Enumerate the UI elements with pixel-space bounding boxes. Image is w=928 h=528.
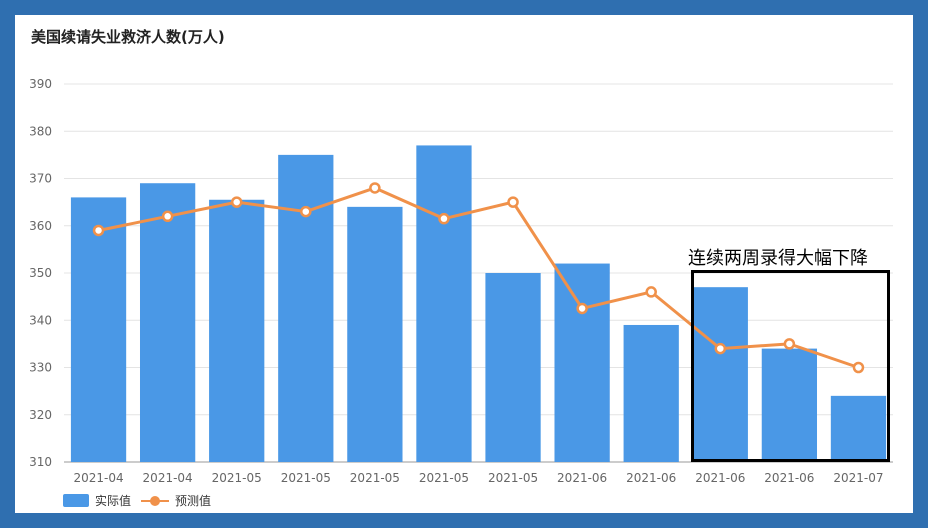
forecast-point[interactable] [645, 286, 657, 298]
legend-item-actual[interactable]: 实际值 [63, 492, 131, 509]
legend-line-swatch [141, 495, 170, 507]
bar-actual[interactable] [139, 183, 196, 462]
legend-label-actual: 实际值 [95, 494, 132, 508]
x-tick-label: 2021-05 [212, 471, 262, 485]
bar-actual[interactable] [623, 324, 679, 462]
x-tick-label: 2021-05 [350, 471, 400, 485]
y-tick-label: 360 [29, 219, 52, 233]
bar-actual[interactable] [761, 348, 818, 462]
x-tick-label: 2021-04 [73, 471, 123, 485]
legend-item-forecast[interactable]: 预测值 [141, 492, 211, 509]
x-tick-label: 2021-06 [764, 471, 814, 485]
x-tick-label: 2021-07 [833, 471, 883, 485]
forecast-point[interactable] [300, 205, 312, 218]
bar-actual[interactable] [692, 287, 748, 462]
forecast-point[interactable] [438, 212, 450, 225]
x-tick-label: 2021-06 [695, 471, 745, 485]
bar-actual[interactable] [485, 273, 541, 462]
forecast-point[interactable] [783, 338, 796, 350]
legend-label-forecast: 预测值 [175, 494, 212, 508]
forecast-point[interactable] [230, 196, 243, 208]
forecast-line [98, 186, 859, 369]
chart-panel: 美国续请失业救济人数(万人) 310 320 330 340 350 360 370 380 3… [15, 15, 913, 513]
y-tick-label: 350 [29, 266, 52, 280]
y-tick-label: 330 [29, 361, 52, 375]
bar-actual[interactable] [70, 197, 127, 462]
bar-actual[interactable] [830, 395, 887, 462]
bar-actual[interactable] [554, 263, 610, 462]
bar-actual[interactable] [347, 206, 403, 462]
chart-svg: 310 320 330 340 350 360 370 380 390 2021-04 2021-… [29, 77, 893, 485]
y-tick-label: 370 [29, 172, 52, 186]
chart-title: 美国续请失业救济人数(万人) [31, 28, 225, 46]
forecast-point[interactable] [92, 224, 105, 237]
bar-actual[interactable] [209, 199, 265, 462]
x-tick-label: 2021-06 [557, 471, 607, 485]
forecast-point[interactable] [714, 342, 727, 355]
x-tick-label: 2021-05 [281, 471, 331, 485]
annotation-text: 连续两周录得大幅下降 [688, 248, 868, 269]
legend: 实际值 预测值 [63, 492, 221, 509]
x-tick-label: 2021-04 [143, 471, 193, 485]
annotation-box [691, 270, 890, 462]
x-tick-label: 2021-05 [419, 471, 469, 485]
forecast-point[interactable] [576, 302, 588, 315]
bar-actual[interactable] [416, 145, 472, 463]
y-tick-label: 340 [29, 313, 52, 327]
forecast-point[interactable] [161, 210, 174, 223]
y-tick-label: 380 [29, 124, 52, 138]
forecast-point[interactable] [852, 361, 865, 374]
y-tick-label: 310 [29, 455, 52, 469]
legend-bar-swatch [63, 494, 89, 507]
forecast-point[interactable] [369, 182, 381, 194]
forecast-point[interactable] [507, 196, 519, 208]
x-tick-label: 2021-05 [488, 471, 538, 485]
y-tick-label: 320 [29, 408, 52, 422]
x-tick-label: 2021-06 [626, 471, 676, 485]
y-tick-label: 390 [29, 77, 52, 91]
bar-actual[interactable] [278, 154, 334, 462]
